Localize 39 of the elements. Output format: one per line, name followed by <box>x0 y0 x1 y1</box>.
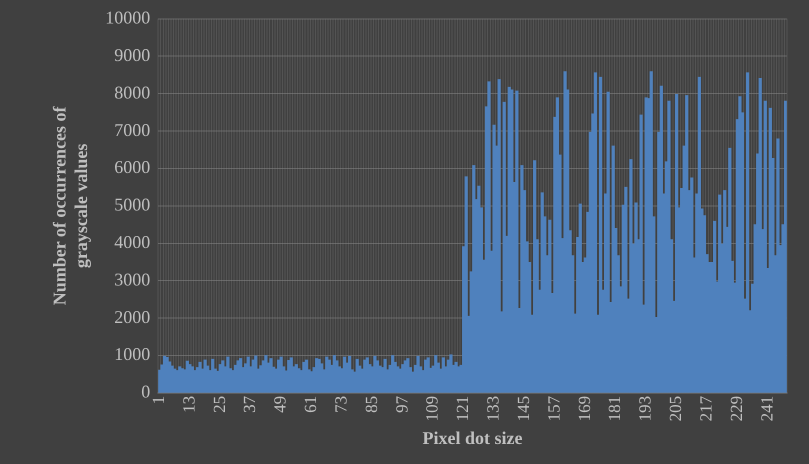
y-tick-label: 3000 <box>114 269 150 290</box>
x-tick-label: 109 <box>422 396 442 422</box>
y-tick-label: 10000 <box>105 8 150 28</box>
y-tick-label: 5000 <box>114 194 150 215</box>
y-tick-label: 9000 <box>114 44 150 65</box>
x-tick-label: 205 <box>666 396 686 422</box>
x-tick-label: 157 <box>544 395 564 422</box>
bar <box>515 90 518 393</box>
x-axis-title: Pixel dot size <box>422 428 523 448</box>
x-tick-label: 133 <box>484 396 503 422</box>
x-tick-label: 85 <box>362 396 381 413</box>
x-tick-label: 61 <box>301 396 320 413</box>
x-tick-label: 145 <box>514 396 533 422</box>
x-tick-label: 241 <box>757 396 776 422</box>
x-tick-label: 13 <box>179 396 198 413</box>
y-tick-label: 4000 <box>114 232 150 252</box>
x-tick-label: 49 <box>270 396 290 413</box>
x-tick-label: 181 <box>605 396 624 422</box>
x-tick-label: 121 <box>453 396 472 422</box>
y-axis-title: Number of occurrences of grayscale values <box>49 105 92 306</box>
x-tick-label: 193 <box>636 396 655 422</box>
x-tick-label: 169 <box>574 396 594 422</box>
x-tick-label: 97 <box>392 395 412 413</box>
y-tick-label: 0 <box>141 382 150 402</box>
x-tick-label: 229 <box>726 396 746 422</box>
bar <box>498 79 501 393</box>
x-tick-label: 73 <box>331 396 350 413</box>
bar <box>594 72 598 393</box>
x-tick-label: 1 <box>148 396 168 404</box>
bar <box>464 176 468 393</box>
x-tick-label: 37 <box>240 395 260 413</box>
x-tick-label: 25 <box>210 396 229 413</box>
y-tick-label: 2000 <box>114 306 150 327</box>
y-tick-label: 7000 <box>114 120 150 140</box>
y-tick-label: 1000 <box>114 344 150 364</box>
bar <box>746 72 750 393</box>
y-tick-label: 8000 <box>114 82 150 102</box>
y-tick-label: 6000 <box>114 157 150 178</box>
x-tick-label: 217 <box>696 395 716 422</box>
